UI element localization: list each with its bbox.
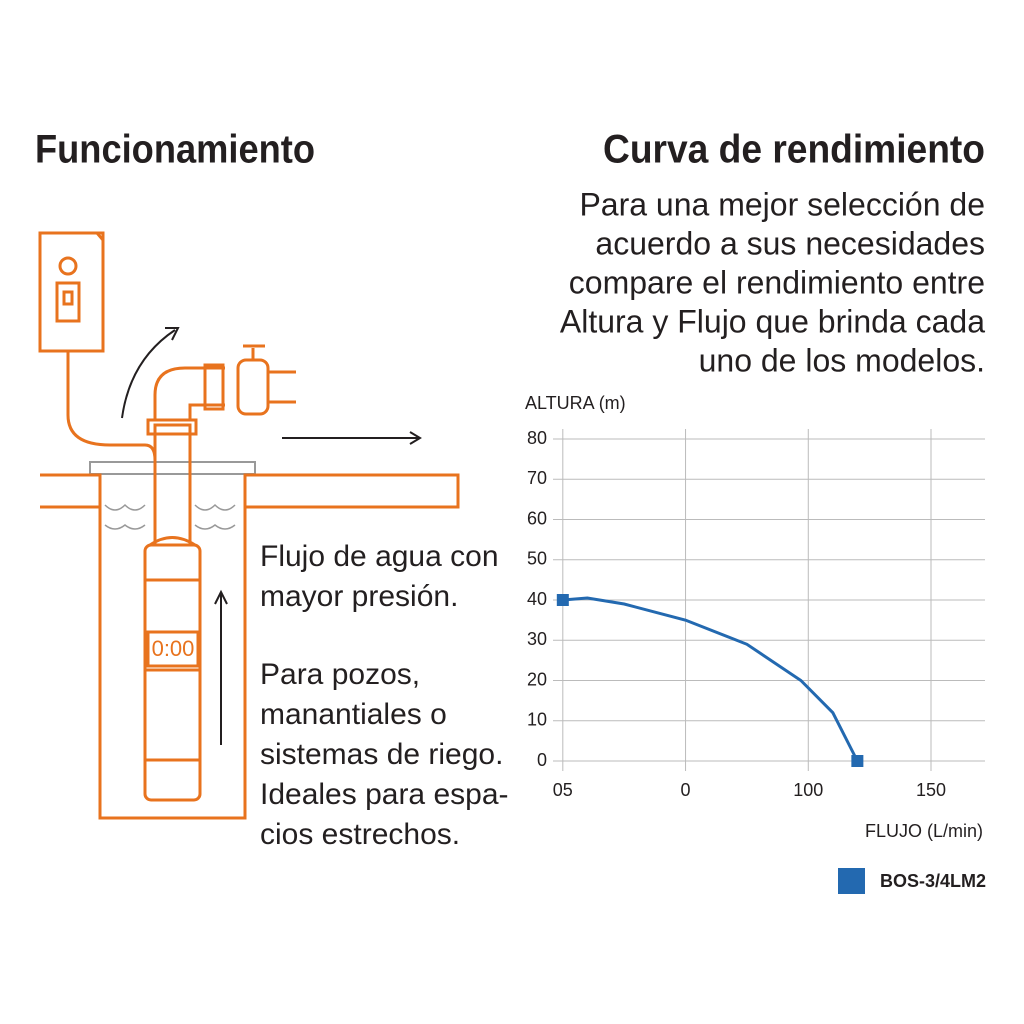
end-marker (556, 594, 569, 606)
indicator (58, 256, 78, 276)
description-line: Para pozos, (260, 658, 420, 691)
series-line (562, 596, 859, 762)
ground (40, 473, 460, 820)
chart-title: Curva de rendimiento (603, 128, 985, 172)
left-title: Funcionamiento (35, 128, 315, 172)
subtitle-line: compare el rendimiento entre (569, 264, 985, 300)
legend-label: BOS-3/4LM2 (880, 871, 986, 891)
switch-knob (62, 290, 74, 306)
subtitle-line: acuerdo a sus necesidades (595, 225, 985, 261)
y-tick-label: 20 (527, 669, 547, 689)
subtitle-line: Altura y Flujo que brinda cada (560, 303, 985, 339)
x-tick-label: 100 (793, 780, 823, 800)
arrow-up-curve (121, 327, 180, 419)
slab (89, 461, 256, 475)
water (104, 503, 236, 530)
subtitle-line: uno de los modelos. (699, 342, 985, 378)
legend-swatch (838, 868, 865, 894)
y-axis-label: ALTURA (m) (525, 393, 626, 413)
y-tick-label: 70 (527, 468, 547, 488)
pipe-coupling (146, 418, 198, 436)
y-tick-label: 10 (527, 710, 547, 730)
box-edge (95, 232, 105, 351)
description-line: cios estrechos. (260, 818, 460, 851)
arrow-up (214, 589, 228, 745)
pump-lines (145, 536, 200, 762)
arrow-right (282, 431, 422, 445)
subtitle-line: Para una mejor selección de (579, 186, 985, 222)
description-line: mayor presión. (260, 580, 458, 613)
x-axis-label: FLUJO (L/min) (865, 821, 983, 841)
union (203, 363, 225, 411)
y-tick-label: 60 (527, 508, 547, 528)
description-line: sistemas de riego. (260, 738, 503, 771)
x-tick-label: 05 (553, 780, 573, 800)
display-text: 0:00 (152, 636, 195, 661)
valve (236, 358, 270, 416)
x-tick-label: 0 (681, 780, 691, 800)
y-tick-label: 40 (527, 589, 547, 609)
pipe (153, 423, 192, 547)
description-line: Flujo de agua con (260, 540, 499, 573)
description-line: Ideales para espa- (260, 778, 509, 811)
pump (143, 543, 202, 802)
wire (66, 351, 157, 540)
end-marker (851, 755, 864, 767)
description-line: manantiales o (260, 698, 447, 731)
elbow (153, 366, 225, 420)
y-tick-label: 30 (527, 629, 547, 649)
x-tick-label: 150 (916, 780, 946, 800)
illustration: 0:00 (38, 231, 460, 820)
y-tick-label: 0 (537, 750, 547, 770)
switch (55, 281, 81, 323)
pump-display (146, 630, 200, 668)
y-tick-label: 80 (527, 428, 547, 448)
y-tick-label: 50 (527, 549, 547, 569)
valve-stem (243, 344, 296, 404)
